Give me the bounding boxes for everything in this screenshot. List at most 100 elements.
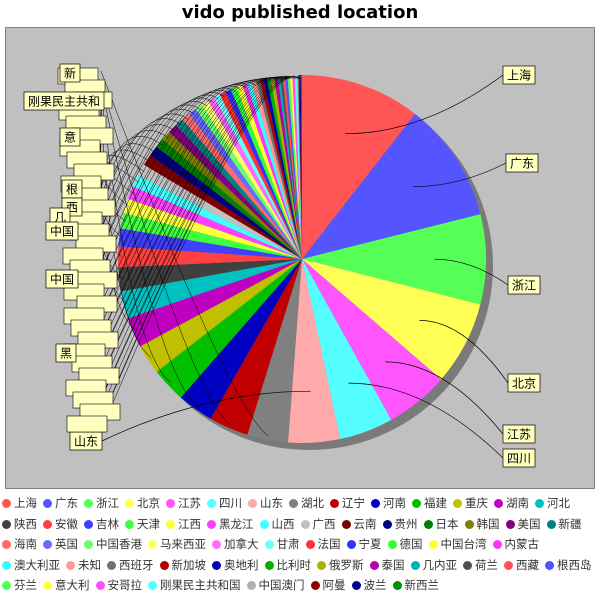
pie-slice: [300, 74, 302, 259]
legend-item: 阿曼: [310, 575, 346, 596]
pie-slice: [201, 100, 302, 259]
legend: 上海 广东 浙江 北京 江苏 四川 山东 湖北 辽宁 河南 福建 重庆 湖南 河北陕西 安徽 吉林 天津 江西 黑龙…: [2, 493, 598, 596]
leader-line: [412, 162, 507, 188]
legend-label: 山西: [271, 516, 295, 531]
legend-item: 河南: [371, 493, 406, 514]
legend-swatch: [369, 560, 379, 570]
pie-slice: [123, 198, 303, 259]
legend-item: 意大利: [43, 575, 90, 596]
legend-swatch: [248, 499, 257, 508]
legend-label: 中国香港: [96, 537, 142, 551]
legend-swatch: [341, 519, 351, 529]
callout-box: [505, 153, 539, 173]
legend-label: 江西: [178, 516, 201, 531]
pie-slice: [214, 94, 302, 259]
legend-label: 陕西: [14, 516, 37, 531]
leader-line: [100, 108, 195, 230]
pie-slice: [302, 259, 392, 440]
legend-label: 湖南: [506, 496, 529, 510]
legend-label: 荷兰: [475, 557, 498, 572]
legend-item: 福建: [412, 493, 447, 514]
legend-label: 日本: [435, 516, 459, 531]
leader-line: [100, 76, 292, 389]
legend-swatch: [207, 519, 216, 529]
legend-swatch: [107, 560, 116, 570]
legend-label: 甘肃: [276, 537, 300, 551]
legend-label: 未知: [78, 557, 101, 572]
legend-item: 江西: [166, 514, 201, 535]
legend-label: 新疆: [558, 516, 582, 531]
legend-swatch: [43, 540, 52, 549]
pie-slice: [299, 75, 302, 259]
legend-label: 中国台湾: [440, 537, 487, 551]
legend-swatch: [463, 560, 472, 570]
callout-label: 几: [54, 211, 66, 225]
pie-slice: [128, 186, 302, 259]
legend-swatch: [428, 540, 438, 549]
legend-swatch: [412, 499, 421, 508]
legend-item: 泰国: [369, 555, 405, 576]
pie-slice: [256, 79, 302, 259]
legend-item: 美国: [505, 514, 541, 535]
leader-line: [100, 94, 219, 252]
leader-line: [100, 77, 280, 357]
callout-label: 广东: [510, 157, 534, 171]
legend-label: 刚果民主共和国: [160, 578, 241, 592]
pie-slice: [207, 97, 302, 259]
legend-swatch: [387, 540, 397, 549]
leader-line: [385, 361, 504, 435]
pie-slice: [127, 259, 302, 347]
legend-item: 上海: [2, 493, 37, 514]
legend-label: 马来西亚: [160, 537, 206, 551]
legend-label: 法国: [317, 537, 341, 551]
legend-swatch: [2, 560, 11, 570]
pie-slice: [180, 259, 302, 419]
legend-item: 北京: [125, 493, 160, 514]
leader-line: [100, 77, 277, 347]
callout-label: 黑: [60, 347, 72, 361]
legend-label: 海南: [14, 537, 37, 551]
legend-item: 湖南: [494, 493, 529, 514]
pie-slice: [246, 82, 302, 259]
pie-slice: [225, 89, 302, 259]
legend-item: 云南: [341, 514, 377, 535]
legend-item: 天津: [125, 514, 160, 535]
pie-slice: [120, 259, 302, 319]
leader-line: [100, 76, 297, 400]
leader-line: [100, 104, 201, 231]
legend-item: 日本: [423, 514, 459, 535]
legend-swatch: [95, 581, 105, 590]
legend-item: 西班牙: [107, 555, 154, 576]
legend-swatch: [2, 581, 11, 590]
legend-item: 河北: [535, 493, 570, 514]
legend-label: 黑龙江: [219, 516, 254, 531]
legend-item: 重庆: [453, 493, 488, 514]
legend-item: 四川: [207, 493, 242, 514]
callout-box: [502, 65, 536, 85]
legend-swatch: [346, 540, 356, 549]
legend-label: 广西: [312, 516, 336, 531]
pie-slice: [284, 75, 302, 259]
legend-swatch: [125, 499, 134, 508]
callout-box: [55, 343, 77, 363]
callout-label: 山东: [74, 435, 98, 449]
legend-swatch: [2, 499, 11, 508]
legend-label: 四川: [219, 496, 242, 510]
pie-slice: [302, 259, 481, 380]
legend-item: 安哥拉: [95, 575, 142, 596]
legend-item: 山东: [248, 493, 283, 514]
legend-swatch: [505, 519, 515, 529]
callout-box: [66, 415, 108, 433]
pie-slice: [289, 75, 302, 259]
callout-label: 上海: [507, 68, 531, 83]
pie-slice: [259, 79, 302, 259]
pie-slice: [263, 78, 302, 259]
pie-slice: [251, 80, 302, 259]
legend-label: 北京: [137, 496, 160, 510]
legend-item: 英国: [43, 534, 78, 555]
legend-item: 比利时: [264, 555, 311, 576]
legend-swatch: [264, 540, 274, 549]
legend-swatch: [330, 499, 339, 508]
pie-slice: [219, 91, 302, 259]
